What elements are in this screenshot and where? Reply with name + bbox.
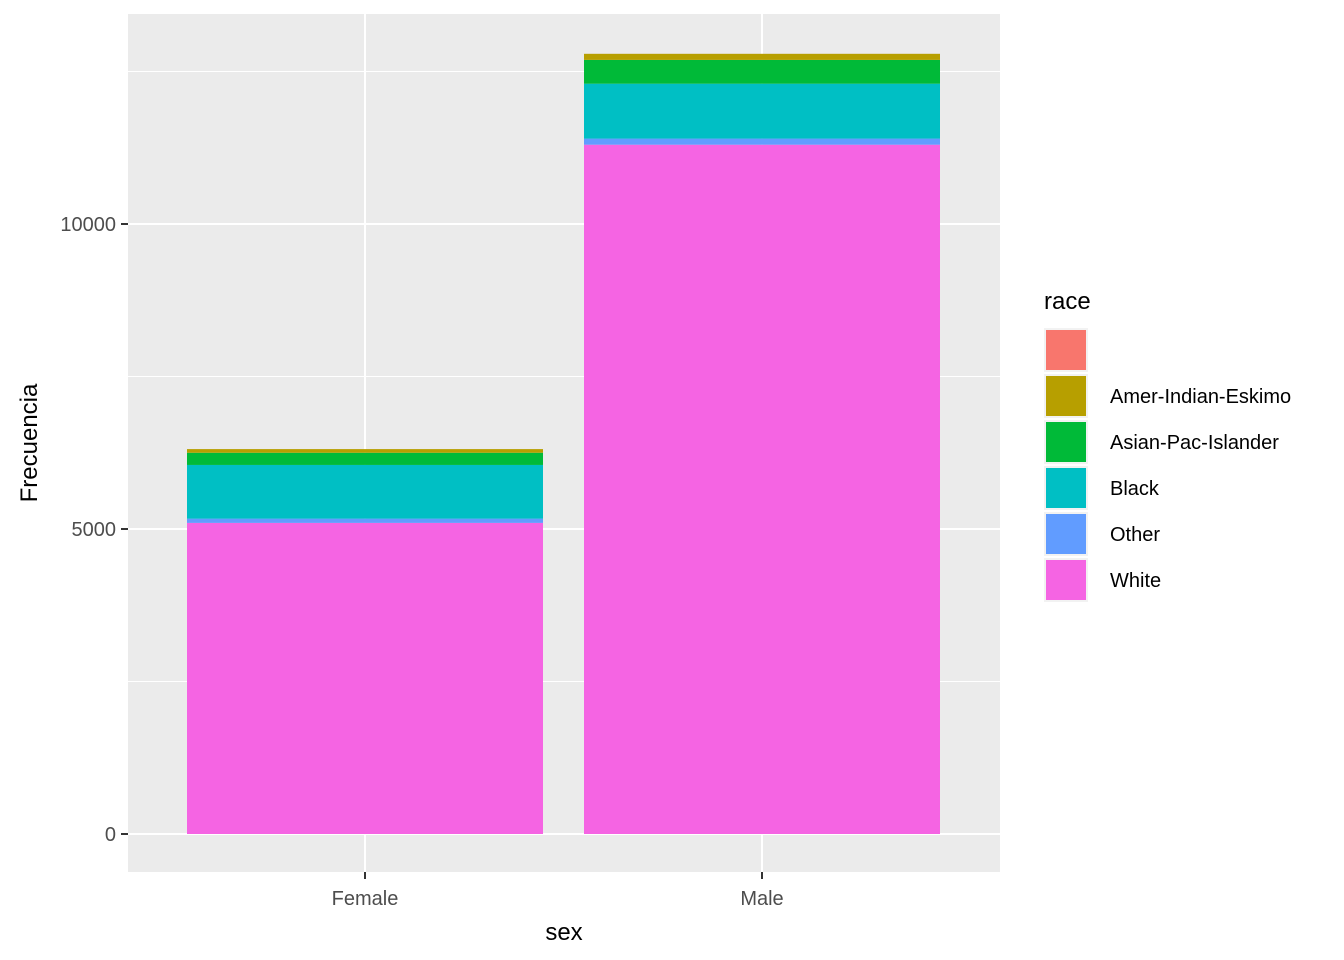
y-tick-label: 0: [105, 824, 116, 846]
legend-title: race: [1044, 288, 1091, 315]
bar-segment-female-6: [187, 522, 543, 834]
bar-segment-female-5: [187, 518, 543, 523]
x-axis: Female Male: [332, 872, 784, 910]
x-axis-title: sex: [545, 919, 582, 946]
bar-segment-male-4: [584, 83, 940, 139]
legend-swatch: [1046, 422, 1086, 462]
x-tick-label-female: Female: [332, 888, 399, 910]
legend-swatch: [1046, 376, 1086, 416]
bar-segment-male-2: [584, 53, 940, 60]
y-tick-label: 5000: [72, 519, 117, 541]
legend-swatch: [1046, 468, 1086, 508]
legend-swatch: [1046, 330, 1086, 370]
legend-swatch: [1046, 560, 1086, 600]
y-axis: 0 5000 10000: [60, 214, 128, 846]
bars: [187, 53, 940, 834]
y-tick-label: 10000: [60, 214, 116, 236]
bar-segment-male-3: [584, 59, 940, 84]
bar-segment-male-5: [584, 138, 940, 145]
legend-swatch: [1046, 514, 1086, 554]
legend-label: Black: [1110, 478, 1160, 500]
bar-segment-male-6: [584, 144, 940, 834]
bar-segment-female-2: [187, 449, 543, 453]
y-axis-title: Frecuencia: [16, 383, 43, 502]
legend-label: Asian-Pac-Islander: [1110, 432, 1279, 454]
legend-label: Other: [1110, 524, 1160, 546]
bar-segment-female-3: [187, 452, 543, 465]
bar-segment-female-4: [187, 464, 543, 519]
legend: race Amer-Indian-Eskimo Asian-Pac-Islande…: [1044, 288, 1291, 602]
legend-label: Amer-Indian-Eskimo: [1110, 386, 1291, 408]
legend-label: White: [1110, 570, 1161, 592]
x-tick-label-male: Male: [740, 888, 783, 910]
